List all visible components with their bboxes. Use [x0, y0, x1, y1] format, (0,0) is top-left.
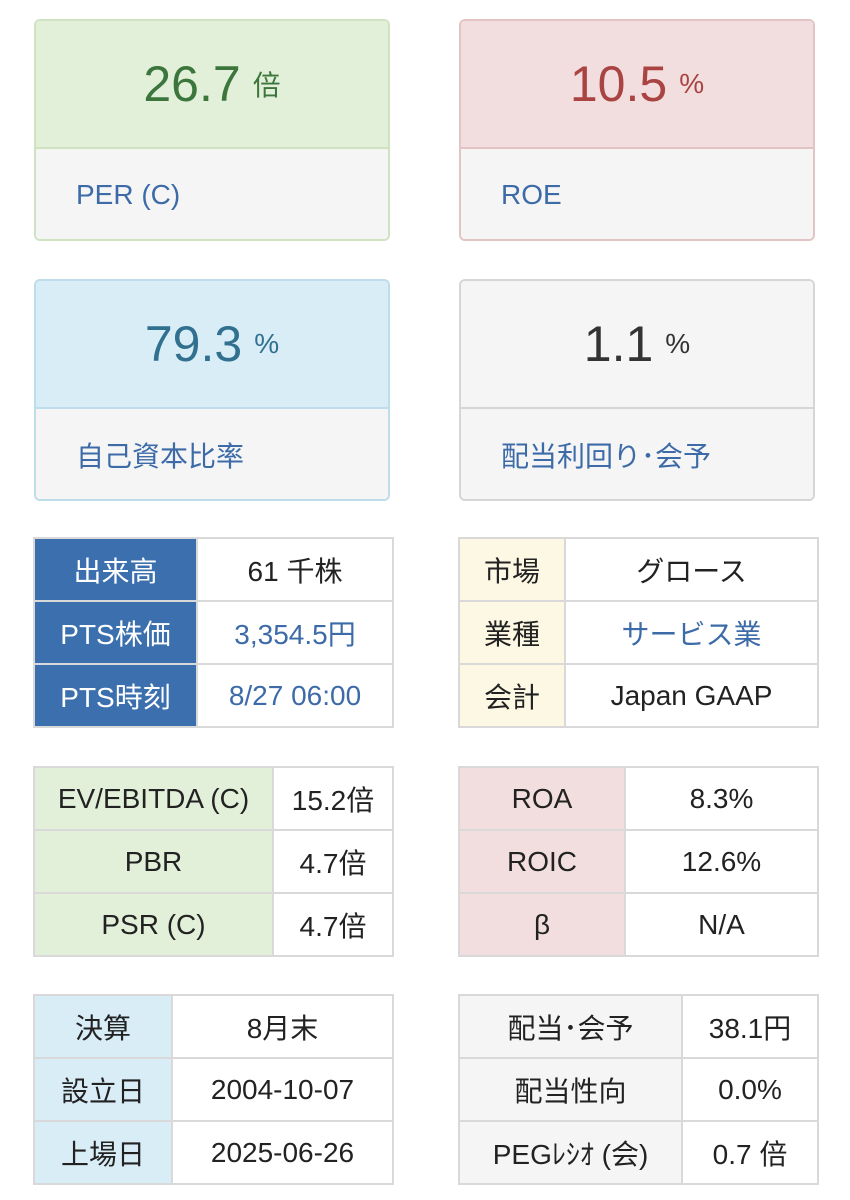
equity-ratio-card: 79.3 % 自己資本比率	[34, 279, 390, 501]
table-row: EV/EBITDA (C) 15.2倍	[33, 766, 394, 831]
equity-ratio-unit: %	[254, 328, 280, 359]
peg-value: 0.7 倍	[681, 1120, 819, 1185]
roe-unit: %	[679, 68, 705, 99]
table-row: ROIC 12.6%	[458, 829, 819, 894]
listed-label: 上場日	[33, 1120, 173, 1185]
table-row: PEGﾚｼｵ (会) 0.7 倍	[458, 1120, 819, 1185]
beta-value: N/A	[624, 892, 819, 957]
roe-label-link[interactable]: ROE	[461, 149, 813, 239]
sector-label: 業種	[458, 600, 566, 665]
beta-label: β	[458, 892, 626, 957]
dividend-yield-unit: %	[665, 328, 691, 359]
sector-link[interactable]: サービス業	[564, 600, 819, 665]
founded-value: 2004-10-07	[171, 1057, 394, 1122]
table-row: PSR (C) 4.7倍	[33, 892, 394, 957]
psr-label: PSR (C)	[33, 892, 274, 957]
pbr-value: 4.7倍	[272, 829, 394, 894]
volume-label: 出来高	[33, 537, 198, 602]
dividend-yield-value-area: 1.1 %	[461, 281, 813, 409]
roe-value-area: 10.5 %	[461, 21, 813, 149]
trading-table: 出来高 61 千株 PTS株価 3,354.5円 PTS時刻 8/27 06:0…	[33, 537, 394, 728]
per-value-area: 26.7 倍	[36, 21, 388, 149]
pts-price-label: PTS株価	[33, 600, 198, 665]
dividend-yield-value: 1.1	[583, 316, 654, 372]
equity-ratio-value-area: 79.3 %	[36, 281, 388, 409]
dividend-table: 配当･会予 38.1円 配当性向 0.0% PEGﾚｼｵ (会) 0.7 倍	[458, 994, 819, 1185]
table-row: 市場 グロース	[458, 537, 819, 602]
roa-value: 8.3%	[624, 766, 819, 831]
dates-table: 決算 8月末 設立日 2004-10-07 上場日 2025-06-26	[33, 994, 394, 1185]
table-row: PTS株価 3,354.5円	[33, 600, 394, 665]
valuation-table: EV/EBITDA (C) 15.2倍 PBR 4.7倍 PSR (C) 4.7…	[33, 766, 394, 957]
company-table: 市場 グロース 業種 サービス業 会計 Japan GAAP	[458, 537, 819, 728]
ev-ebitda-value: 15.2倍	[272, 766, 394, 831]
accounting-value: Japan GAAP	[564, 663, 819, 728]
table-row: 出来高 61 千株	[33, 537, 394, 602]
roe-card: 10.5 % ROE	[459, 19, 815, 241]
listed-value: 2025-06-26	[171, 1120, 394, 1185]
payout-label: 配当性向	[458, 1057, 683, 1122]
table-row: 配当性向 0.0%	[458, 1057, 819, 1122]
table-row: PTS時刻 8/27 06:00	[33, 663, 394, 728]
table-row: 設立日 2004-10-07	[33, 1057, 394, 1122]
profitability-table: ROA 8.3% ROIC 12.6% β N/A	[458, 766, 819, 957]
pbr-label: PBR	[33, 829, 274, 894]
founded-label: 設立日	[33, 1057, 173, 1122]
equity-ratio-value: 79.3	[144, 316, 243, 372]
ev-ebitda-label: EV/EBITDA (C)	[33, 766, 274, 831]
psr-value: 4.7倍	[272, 892, 394, 957]
dps-label: 配当･会予	[458, 994, 683, 1059]
pts-time-link[interactable]: 8/27 06:00	[196, 663, 394, 728]
table-row: 配当･会予 38.1円	[458, 994, 819, 1059]
equity-ratio-label[interactable]: 自己資本比率	[76, 441, 245, 472]
per-value: 26.7	[143, 56, 241, 112]
equity-ratio-label-link[interactable]: 自己資本比率	[36, 409, 388, 499]
pts-time-label: PTS時刻	[33, 663, 198, 728]
market-value: グロース	[564, 537, 819, 602]
roe-label[interactable]: ROE	[501, 179, 562, 210]
fiscal-value: 8月末	[171, 994, 394, 1059]
dividend-yield-card: 1.1 % 配当利回り･会予	[459, 279, 815, 501]
table-row: β N/A	[458, 892, 819, 957]
roe-value: 10.5	[569, 56, 668, 112]
table-row: PBR 4.7倍	[33, 829, 394, 894]
volume-value: 61 千株	[196, 537, 394, 602]
payout-value: 0.0%	[681, 1057, 819, 1122]
roa-label: ROA	[458, 766, 626, 831]
per-card: 26.7 倍 PER (C)	[34, 19, 390, 241]
table-row: ROA 8.3%	[458, 766, 819, 831]
table-row: 会計 Japan GAAP	[458, 663, 819, 728]
table-row: 決算 8月末	[33, 994, 394, 1059]
per-label[interactable]: PER (C)	[76, 179, 181, 210]
pts-price-link[interactable]: 3,354.5円	[196, 600, 394, 665]
roic-label: ROIC	[458, 829, 626, 894]
dps-value: 38.1円	[681, 994, 819, 1059]
per-label-link[interactable]: PER (C)	[36, 149, 388, 239]
per-unit: 倍	[252, 70, 281, 101]
dividend-yield-label-link[interactable]: 配当利回り･会予	[461, 409, 813, 499]
fiscal-label: 決算	[33, 994, 173, 1059]
roic-value: 12.6%	[624, 829, 819, 894]
peg-label: PEGﾚｼｵ (会)	[458, 1120, 683, 1185]
table-row: 業種 サービス業	[458, 600, 819, 665]
dividend-yield-label[interactable]: 配当利回り･会予	[501, 441, 712, 472]
market-label: 市場	[458, 537, 566, 602]
accounting-label: 会計	[458, 663, 566, 728]
table-row: 上場日 2025-06-26	[33, 1120, 394, 1185]
